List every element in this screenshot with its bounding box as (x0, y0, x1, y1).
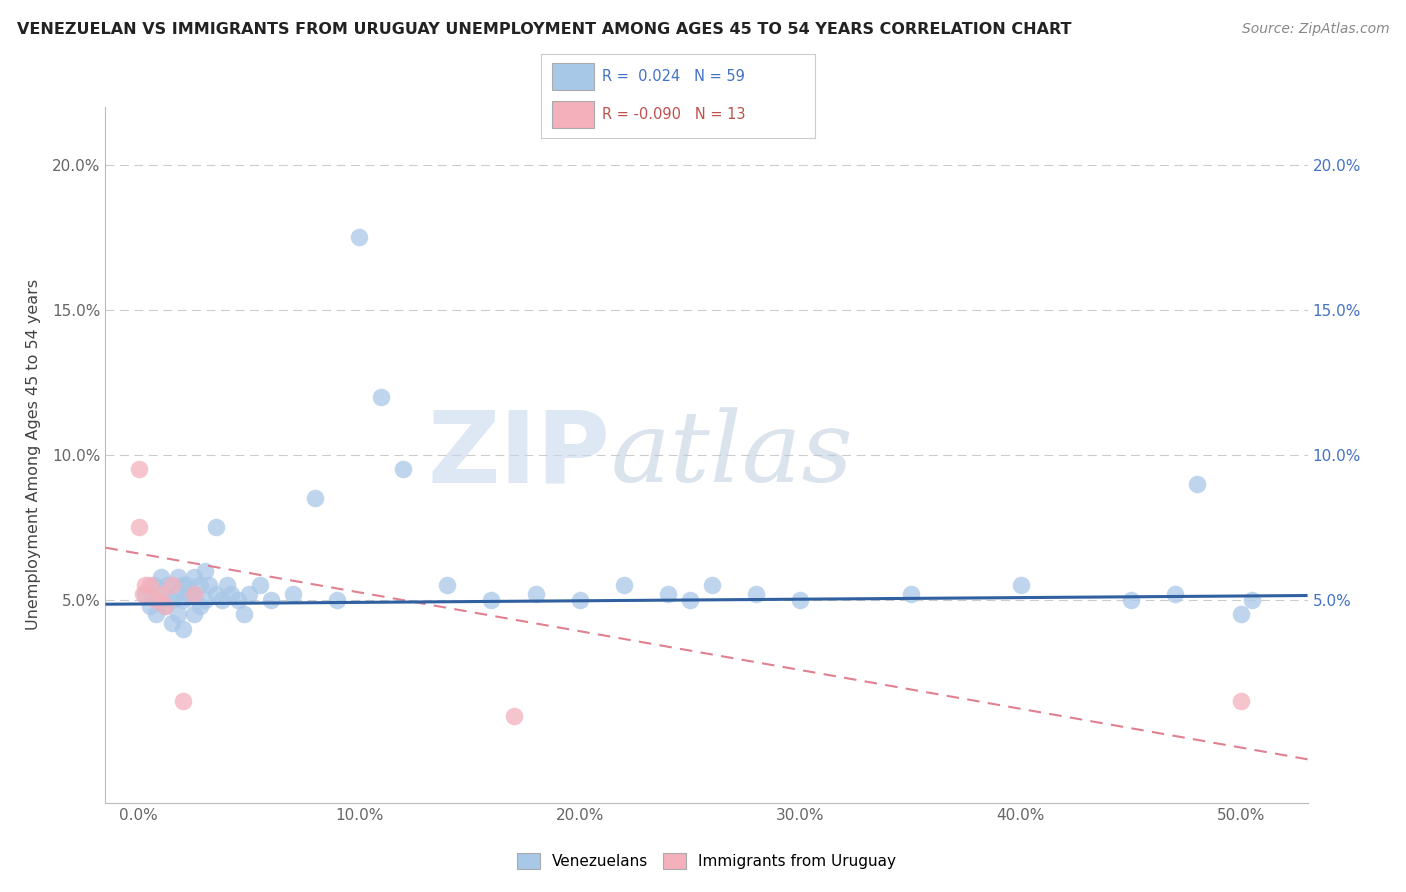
Point (370, 390, 392, 404)
Point (233, 607, 256, 622)
Point (194, 592, 217, 607)
Text: ZIP: ZIP (427, 407, 610, 503)
Point (1164, 587, 1187, 601)
Point (226, 592, 249, 607)
Point (134, 578, 156, 592)
Point (183, 607, 205, 622)
Point (149, 592, 172, 607)
Text: Source: ZipAtlas.com: Source: ZipAtlas.com (1241, 22, 1389, 37)
Point (167, 607, 190, 622)
Point (138, 578, 160, 592)
Point (134, 587, 156, 601)
Point (188, 578, 211, 592)
Point (188, 599, 211, 613)
Point (138, 599, 160, 613)
Point (1230, 694, 1253, 708)
Point (145, 607, 167, 622)
Point (167, 570, 190, 584)
Point (1230, 607, 1253, 622)
Point (128, 462, 150, 476)
Bar (553, 62, 595, 90)
Point (260, 592, 283, 607)
Point (215, 578, 238, 592)
Point (172, 622, 194, 636)
Point (392, 462, 415, 476)
Point (1241, 592, 1264, 607)
Point (745, 587, 768, 601)
Point (204, 587, 226, 601)
Y-axis label: Unemployment Among Ages 45 to 54 years: Unemployment Among Ages 45 to 54 years (27, 279, 41, 631)
Point (183, 587, 205, 601)
Point (326, 592, 349, 607)
Point (789, 592, 811, 607)
Point (204, 520, 226, 534)
Point (281, 587, 304, 601)
Point (183, 587, 205, 601)
Point (149, 570, 172, 584)
Point (700, 578, 723, 592)
Text: atlas: atlas (610, 408, 853, 502)
Point (160, 592, 183, 607)
Point (679, 592, 702, 607)
Point (304, 491, 326, 506)
Point (219, 587, 242, 601)
Point (172, 578, 194, 592)
Point (194, 564, 217, 578)
Point (153, 599, 176, 613)
Point (183, 570, 205, 584)
Point (481, 592, 503, 607)
Point (1119, 592, 1142, 607)
Point (160, 578, 183, 592)
Bar (553, 101, 595, 128)
Point (613, 578, 636, 592)
Point (568, 592, 591, 607)
Point (436, 578, 458, 592)
Point (172, 592, 194, 607)
Point (211, 592, 233, 607)
Point (156, 578, 179, 592)
Point (153, 599, 176, 613)
Point (145, 592, 167, 607)
Point (198, 578, 221, 592)
Point (1010, 578, 1032, 592)
Text: R =  0.024   N = 59: R = 0.024 N = 59 (602, 69, 745, 84)
Point (149, 587, 172, 601)
Point (238, 587, 260, 601)
Point (128, 520, 150, 534)
Point (1187, 476, 1209, 491)
Text: VENEZUELAN VS IMMIGRANTS FROM URUGUAY UNEMPLOYMENT AMONG AGES 45 TO 54 YEARS COR: VENEZUELAN VS IMMIGRANTS FROM URUGUAY UN… (17, 22, 1071, 37)
Point (179, 587, 201, 601)
Point (502, 708, 524, 723)
Point (165, 587, 187, 601)
Point (900, 587, 922, 601)
Point (347, 230, 370, 244)
Point (657, 587, 679, 601)
Point (160, 615, 183, 630)
Text: R = -0.090   N = 13: R = -0.090 N = 13 (602, 107, 745, 122)
Point (524, 587, 547, 601)
Point (249, 578, 271, 592)
Point (132, 587, 155, 601)
Point (176, 578, 198, 592)
Point (143, 578, 166, 592)
Point (172, 694, 194, 708)
Legend: Venezuelans, Immigrants from Uruguay: Venezuelans, Immigrants from Uruguay (510, 847, 903, 875)
